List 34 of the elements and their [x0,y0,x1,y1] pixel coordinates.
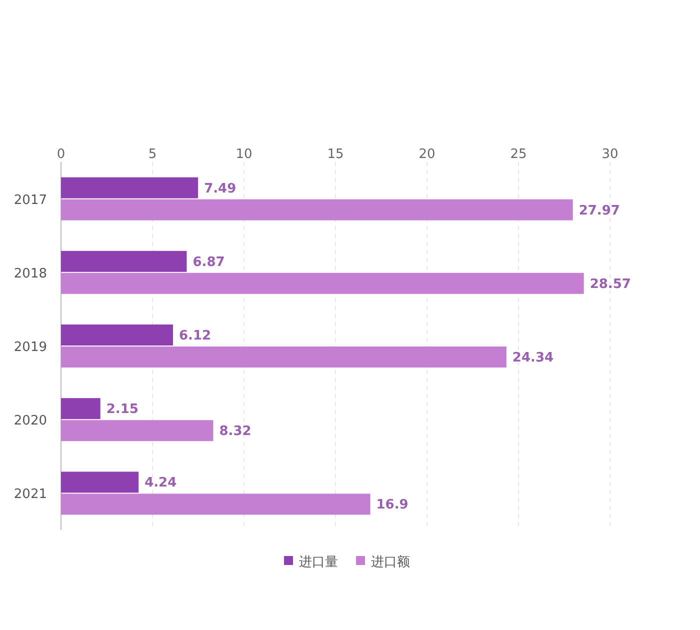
bar [61,420,214,442]
legend-label: 进口量 [299,555,338,570]
x-tick-label: 0 [56,147,66,162]
x-tick-label: 15 [327,147,344,162]
data-label: 24.34 [512,350,554,366]
data-label: 4.24 [144,476,177,491]
y-tick-label: 2018 [14,266,47,282]
bar [61,272,584,294]
x-tick-label: 5 [148,147,157,162]
y-tick-label: 2017 [14,192,47,208]
bar [61,177,198,198]
bar [61,472,139,493]
bar [61,324,173,346]
data-label: 7.49 [204,181,236,196]
data-label: 16.9 [376,498,408,513]
x-tick-label: 30 [602,147,618,162]
data-label: 8.32 [219,424,252,440]
x-tick-label: 25 [510,147,527,162]
data-label: 28.57 [590,276,631,292]
bar [61,346,506,368]
data-label: 6.12 [178,328,212,344]
data-label: 27.97 [578,203,620,218]
bar [61,398,100,420]
x-tick-label: 10 [236,147,252,162]
y-tick-label: 2021 [14,487,47,502]
y-tick-label: 2020 [14,414,47,429]
legend-label: 进口额 [371,555,410,570]
bar [61,199,573,220]
data-label: 6.87 [192,254,225,270]
data-label: 2.15 [106,402,138,418]
x-tick-label: 20 [418,147,436,162]
bar [61,494,370,515]
y-tick-label: 2019 [14,340,47,355]
bar [61,250,187,272]
